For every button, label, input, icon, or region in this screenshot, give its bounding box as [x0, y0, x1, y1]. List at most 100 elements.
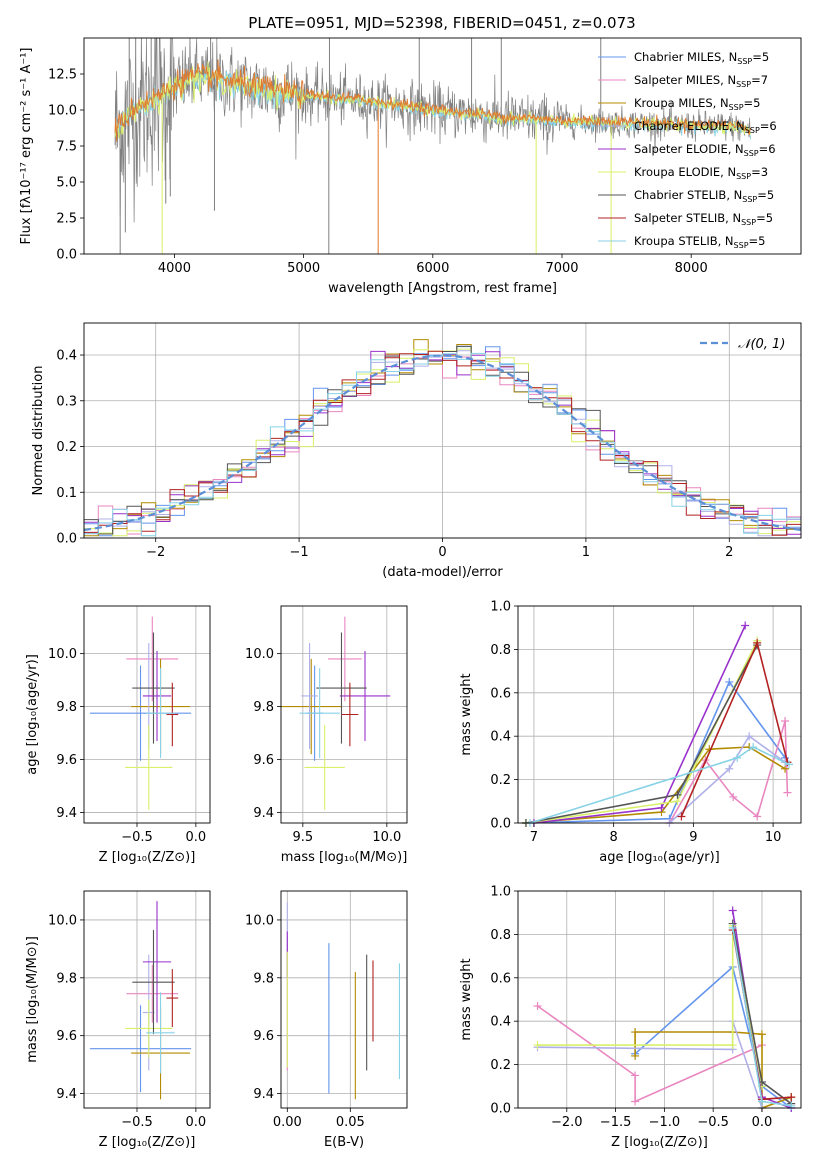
weight-marker	[749, 743, 758, 752]
y-tick-label: 0.8	[490, 928, 511, 943]
y-axis-label: age [log₁₀(age/yr)]	[25, 654, 40, 775]
x-axis-label: (data-model)/error	[382, 565, 503, 580]
weight-marker	[533, 1002, 542, 1011]
x-axis-label: Z [log₁₀(Z/Z⊙)]	[611, 1135, 708, 1150]
y-tick-label: 0.4	[490, 730, 511, 745]
x-tick-label: 7	[530, 830, 538, 845]
y-tick-label: 0.2	[490, 1058, 511, 1073]
grid-layer	[84, 323, 801, 1109]
y-tick-label: 9.4	[253, 806, 274, 821]
legend-label: Chabrier MILES, NSSP=5	[634, 50, 769, 66]
y-tick-label: 9.8	[253, 971, 274, 986]
weight-marker	[741, 621, 750, 630]
x-axis-label: mass [log₁₀(M/M⊙)]	[281, 850, 408, 865]
x-axis-label: E(B-V)	[324, 1135, 364, 1150]
weight-marker	[725, 764, 734, 773]
x-tick-label: 1	[582, 545, 590, 560]
axes-frame	[83, 605, 211, 824]
x-tick-label: 4000	[158, 261, 191, 276]
weight-series	[525, 644, 758, 824]
weight-marker	[781, 717, 790, 726]
y-tick-label: 5.0	[56, 176, 77, 191]
y-axis-label: Flux [fλ10⁻¹⁷ erg cm⁻² s⁻¹ A⁻¹]	[19, 48, 34, 245]
figure-title: PLATE=0951, MJD=52398, FIBERID=0451, z=0…	[248, 14, 635, 32]
y-axis-label: mass weight	[459, 958, 474, 1040]
axes-frame	[517, 605, 802, 824]
weight-marker	[728, 1041, 737, 1050]
axes-frame	[280, 890, 408, 1109]
weight-marker	[673, 790, 682, 799]
y-tick-label: 2.5	[56, 212, 77, 227]
x-tick-label: 10.0	[372, 830, 401, 845]
y-tick-label: 1.0	[490, 885, 511, 900]
x-tick-label: −2	[146, 545, 165, 560]
y-tick-label: 9.4	[253, 1087, 274, 1102]
y-tick-label: 0.2	[490, 773, 511, 788]
weight-marker	[753, 638, 762, 647]
weight-marker	[745, 732, 754, 741]
weight-marker	[677, 812, 686, 821]
axes-frame	[280, 605, 408, 824]
weight-marker	[657, 803, 666, 812]
legend-label: Chabrier STELIB, NSSP=5	[634, 188, 774, 204]
histogram-series	[83, 350, 801, 538]
y-tick-label: 0.0	[56, 532, 77, 547]
y-tick-label: 0.1	[56, 486, 77, 501]
x-tick-label: −0.5	[697, 1115, 729, 1130]
y-axis-label: Normed distribution	[31, 366, 46, 496]
weight-marker	[631, 1097, 640, 1106]
x-axis-label: Z [log₁₀(Z/Z⊙)]	[99, 1135, 196, 1150]
legend-label: Kroupa ELODIE, NSSP=3	[634, 165, 768, 181]
x-tick-label: 9	[689, 830, 697, 845]
x-tick-label: 0.0	[186, 1115, 207, 1130]
weight-marker	[783, 788, 792, 797]
y-tick-label: 1.0	[490, 600, 511, 615]
axes-frame	[83, 322, 802, 539]
y-tick-label: 10.0	[48, 104, 77, 119]
model-spectrum	[114, 59, 752, 142]
y-tick-label: 0.8	[490, 643, 511, 658]
y-tick-label: 0.0	[490, 1102, 511, 1117]
weight-marker	[631, 1071, 640, 1080]
axes-frame	[517, 890, 802, 1109]
weight-marker	[785, 760, 794, 769]
normal-curve	[83, 354, 802, 532]
x-tick-label: −0.5	[121, 1115, 153, 1130]
histogram-series	[83, 352, 801, 538]
y-tick-label: 0.0	[490, 817, 511, 832]
y-tick-label: 0.4	[490, 1015, 511, 1030]
y-tick-label: 0.6	[490, 971, 511, 986]
weight-marker	[631, 1028, 640, 1037]
y-tick-label: 0.3	[56, 394, 77, 409]
weight-marker	[728, 906, 737, 915]
axes-frame	[83, 890, 211, 1109]
legend-label: Kroupa MILES, NSSP=5	[634, 96, 760, 112]
text-layer: 4000 5000 6000 7000 80000.02.55.07.510.012.5…	[19, 48, 785, 1151]
weight-series	[537, 1005, 763, 1103]
x-tick-label: −1	[290, 545, 309, 560]
y-tick-label: 0.4	[56, 349, 77, 364]
legend-label: Kroupa STELIB, NSSP=5	[634, 234, 765, 250]
weight-marker	[757, 1030, 766, 1039]
x-tick-label: 8	[610, 830, 618, 845]
x-tick-label: 0.0	[752, 1115, 773, 1130]
observed-spectrum	[114, 38, 751, 223]
weight-marker	[728, 923, 737, 932]
weight-series	[525, 640, 758, 824]
x-tick-label: 0.00	[273, 1115, 302, 1130]
x-tick-label: 8000	[675, 261, 708, 276]
weight-series	[525, 680, 786, 824]
weight-marker	[787, 1101, 796, 1110]
spectrum-lines	[114, 38, 752, 254]
weight-marker	[631, 1051, 640, 1060]
y-tick-label: 10.0	[245, 913, 274, 928]
x-tick-label: 6000	[416, 261, 449, 276]
y-tick-label: 9.6	[253, 1029, 274, 1044]
legend-label: 𝒩(0, 1)	[738, 337, 785, 352]
x-tick-label: −1.5	[600, 1115, 632, 1130]
y-tick-label: 9.6	[253, 753, 274, 768]
y-tick-label: 9.4	[56, 1087, 77, 1102]
weight-marker	[787, 1093, 796, 1102]
y-tick-label: 7.5	[56, 140, 77, 155]
